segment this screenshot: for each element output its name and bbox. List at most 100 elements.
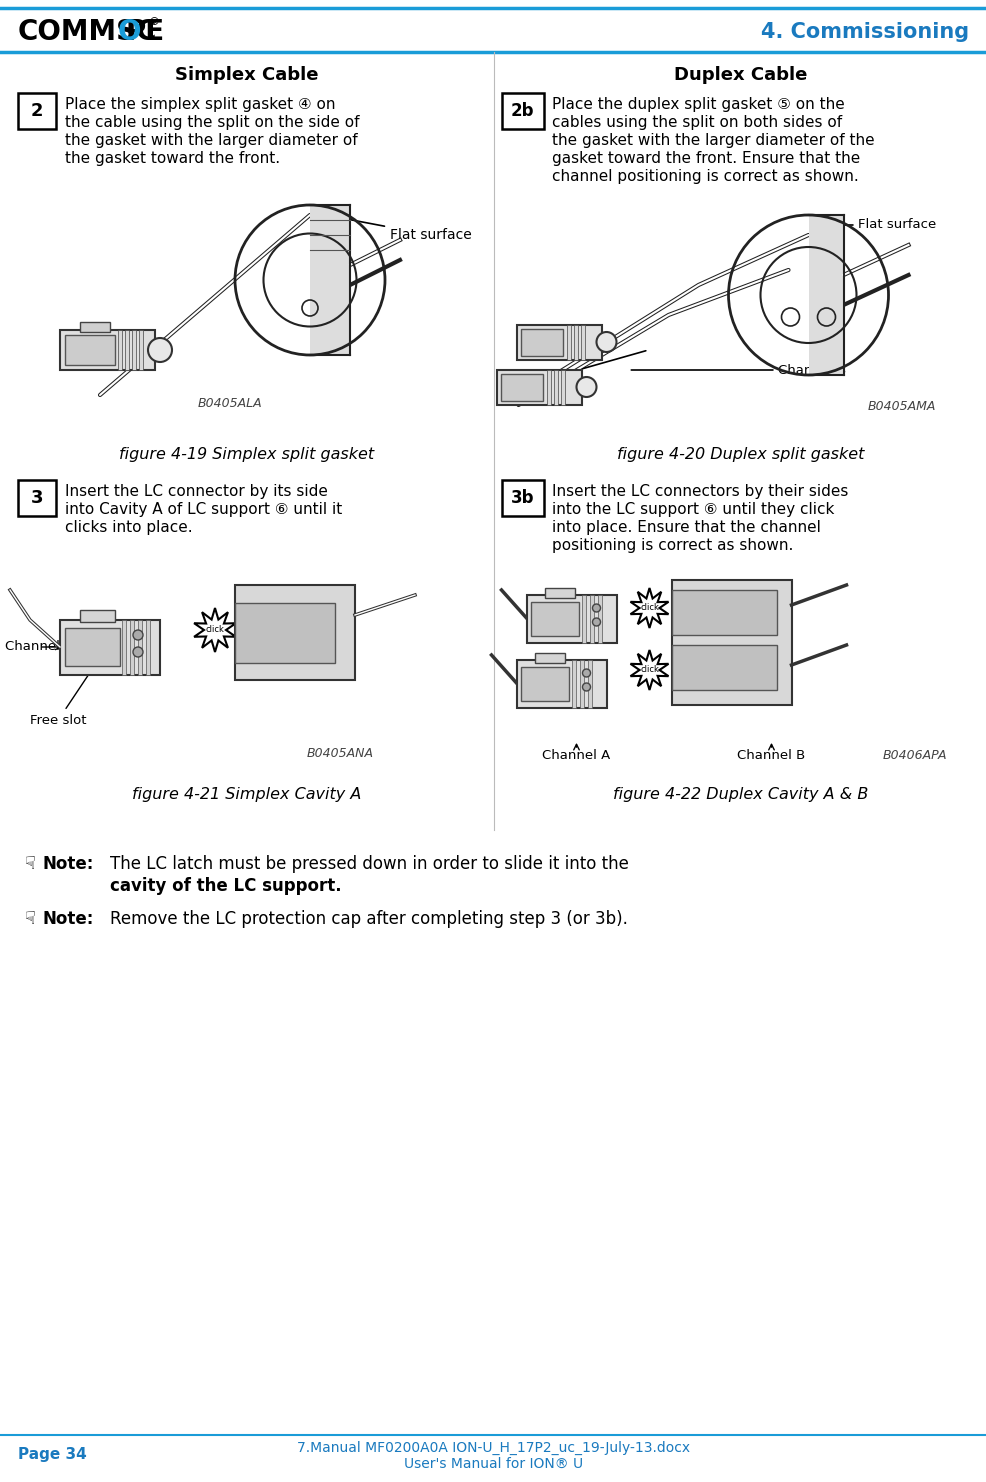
- Bar: [146, 619, 150, 674]
- Text: B0405ALA: B0405ALA: [197, 397, 262, 411]
- Text: cables using the split on both sides of: cables using the split on both sides of: [551, 116, 841, 130]
- Text: 2: 2: [31, 102, 43, 120]
- Text: COMMSC: COMMSC: [18, 18, 158, 46]
- Text: Flat surface: Flat surface: [815, 218, 936, 231]
- Bar: [581, 594, 585, 643]
- Circle shape: [592, 605, 599, 612]
- Text: Insert the LC connector by its side: Insert the LC connector by its side: [65, 485, 327, 499]
- Text: the gasket with the larger diameter of the: the gasket with the larger diameter of t…: [551, 133, 874, 148]
- Text: the cable using the split on the side of: the cable using the split on the side of: [65, 116, 359, 130]
- Text: ☟: ☟: [25, 910, 35, 928]
- Bar: [118, 330, 122, 370]
- Bar: [553, 370, 557, 405]
- Text: Insert the LC connectors by their sides: Insert the LC connectors by their sides: [551, 485, 847, 499]
- Text: User's Manual for ION® U: User's Manual for ION® U: [403, 1457, 583, 1472]
- Text: click: click: [205, 625, 224, 634]
- Text: click: click: [639, 665, 659, 674]
- Bar: [560, 370, 564, 405]
- Bar: [670, 645, 776, 691]
- Text: B0405AMA: B0405AMA: [867, 400, 936, 413]
- Text: The LC latch must be pressed down in order to slide it into the: The LC latch must be pressed down in ord…: [109, 855, 628, 873]
- Bar: [235, 585, 355, 680]
- Bar: [130, 619, 134, 674]
- Bar: [516, 659, 605, 708]
- Circle shape: [582, 668, 590, 677]
- Bar: [60, 330, 155, 370]
- Circle shape: [592, 618, 599, 625]
- Bar: [587, 659, 591, 708]
- Bar: [125, 330, 129, 370]
- Bar: [235, 603, 334, 662]
- Bar: [670, 579, 791, 705]
- Text: Channel A: Channel A: [508, 351, 645, 387]
- Text: 4. Commissioning: 4. Commissioning: [760, 22, 968, 41]
- Bar: [501, 480, 543, 516]
- Bar: [566, 325, 570, 360]
- Text: Remove the LC protection cap after completing step 3 (or 3b).: Remove the LC protection cap after compl…: [109, 910, 627, 928]
- Bar: [520, 329, 562, 356]
- Text: Channel B: Channel B: [631, 363, 846, 376]
- Circle shape: [133, 630, 143, 640]
- Bar: [579, 659, 583, 708]
- Text: Place the duplex split gasket ⑤ on the: Place the duplex split gasket ⑤ on the: [551, 96, 843, 113]
- Text: Note:: Note:: [42, 910, 94, 928]
- Text: Page 34: Page 34: [18, 1448, 87, 1463]
- Bar: [526, 594, 616, 643]
- Circle shape: [148, 338, 172, 362]
- Text: ☟: ☟: [25, 855, 35, 873]
- Text: B0406APA: B0406APA: [881, 748, 946, 762]
- Bar: [501, 93, 543, 129]
- Text: Channel A: Channel A: [542, 748, 610, 762]
- Bar: [589, 594, 593, 643]
- Bar: [310, 205, 350, 356]
- Text: figure 4-21 Simplex Cavity A: figure 4-21 Simplex Cavity A: [132, 787, 361, 802]
- Circle shape: [133, 648, 143, 657]
- Bar: [138, 619, 142, 674]
- Bar: [80, 322, 109, 332]
- Text: 2b: 2b: [510, 102, 533, 120]
- Text: figure 4-22 Duplex Cavity A & B: figure 4-22 Duplex Cavity A & B: [612, 787, 867, 802]
- Text: into the LC support ⑥ until they click: into the LC support ⑥ until they click: [551, 502, 833, 517]
- Bar: [80, 611, 115, 622]
- Bar: [597, 594, 600, 643]
- Text: Simplex Cable: Simplex Cable: [175, 67, 318, 84]
- Bar: [580, 325, 584, 360]
- Bar: [573, 325, 577, 360]
- Circle shape: [576, 376, 596, 397]
- Circle shape: [596, 332, 616, 353]
- Bar: [60, 619, 160, 674]
- Text: channel positioning is correct as shown.: channel positioning is correct as shown.: [551, 169, 858, 184]
- Circle shape: [582, 683, 590, 691]
- Text: the gasket with the larger diameter of: the gasket with the larger diameter of: [65, 133, 357, 148]
- Bar: [65, 628, 120, 665]
- Bar: [18, 480, 56, 516]
- Text: 7.Manual MF0200A0A ION-U_H_17P2_uc_19-July-13.docx: 7.Manual MF0200A0A ION-U_H_17P2_uc_19-Ju…: [297, 1441, 689, 1455]
- Bar: [544, 588, 574, 599]
- Bar: [139, 330, 143, 370]
- Text: Note:: Note:: [42, 855, 94, 873]
- Text: O: O: [118, 18, 141, 46]
- Text: Place the simplex split gasket ④ on: Place the simplex split gasket ④ on: [65, 96, 335, 113]
- Bar: [670, 590, 776, 634]
- Bar: [122, 619, 126, 674]
- Text: Channel A: Channel A: [5, 640, 73, 654]
- Text: 3b: 3b: [510, 489, 533, 507]
- Bar: [808, 215, 843, 375]
- Bar: [571, 659, 575, 708]
- Text: Channel B: Channel B: [737, 748, 805, 762]
- Bar: [546, 370, 550, 405]
- Text: B0405ANA: B0405ANA: [307, 747, 373, 760]
- Text: the gasket toward the front.: the gasket toward the front.: [65, 151, 280, 166]
- Text: Free slot: Free slot: [30, 668, 93, 726]
- Text: into Cavity A of LC support ⑥ until it: into Cavity A of LC support ⑥ until it: [65, 502, 342, 517]
- Text: Duplex Cable: Duplex Cable: [672, 67, 807, 84]
- Text: 3: 3: [31, 489, 43, 507]
- Bar: [520, 667, 568, 701]
- Bar: [500, 373, 542, 402]
- Bar: [18, 93, 56, 129]
- Text: cavity of the LC support.: cavity of the LC support.: [109, 877, 341, 895]
- Text: into place. Ensure that the channel: into place. Ensure that the channel: [551, 520, 819, 535]
- Bar: [132, 330, 136, 370]
- Text: gasket toward the front. Ensure that the: gasket toward the front. Ensure that the: [551, 151, 859, 166]
- Bar: [65, 335, 115, 365]
